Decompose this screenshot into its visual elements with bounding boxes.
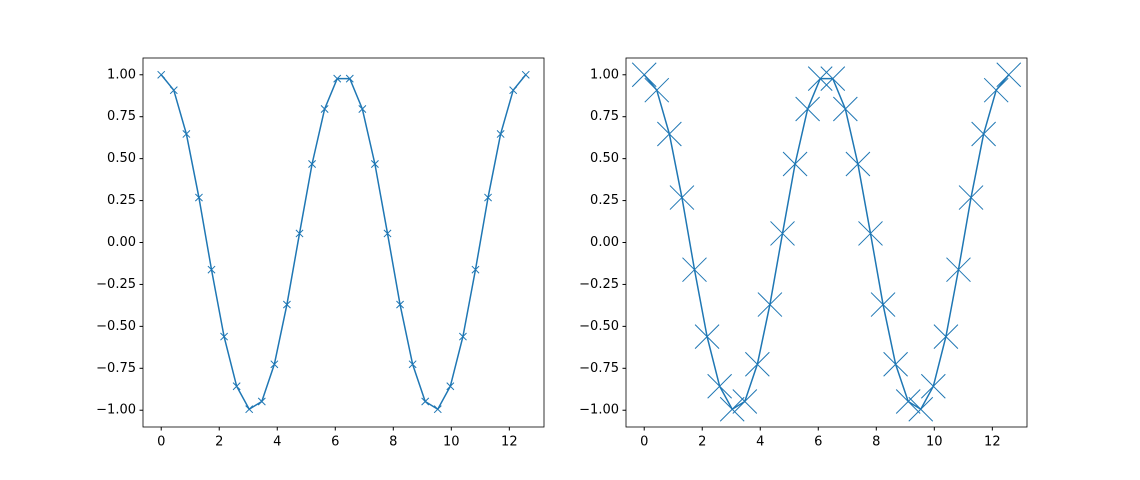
marker (446, 382, 455, 391)
marker (169, 86, 178, 95)
marker (484, 193, 492, 202)
marker (345, 74, 354, 83)
marker (282, 300, 291, 309)
marker (883, 351, 908, 377)
y-tick-label: −0.50 (579, 319, 619, 334)
marker (182, 130, 191, 138)
x-tick-label: 12 (501, 435, 518, 450)
marker (471, 265, 480, 274)
marker (946, 257, 971, 283)
marker (971, 121, 996, 147)
axes-frame (142, 57, 545, 428)
marker (207, 265, 216, 274)
marker (421, 397, 430, 406)
y-tick-label: −0.50 (96, 319, 136, 334)
marker (370, 160, 379, 168)
marker (895, 389, 921, 414)
marker (194, 193, 203, 202)
y-tick-label: −0.75 (579, 361, 619, 376)
y-tick-label: 0.00 (107, 235, 136, 250)
marker (845, 151, 871, 177)
marker (257, 397, 266, 406)
y-tick-label: 1.00 (590, 67, 619, 82)
marker (795, 96, 820, 122)
marker (408, 360, 417, 369)
marker (807, 66, 833, 91)
marker (245, 405, 254, 414)
line (160, 74, 527, 411)
x-tick-label: 10 (443, 435, 460, 450)
marker (657, 121, 682, 147)
x-tick-label: 12 (984, 435, 1001, 450)
y-tick-label: −1.00 (579, 403, 619, 418)
marker (832, 96, 858, 122)
x-tick-label: 10 (926, 435, 943, 450)
marker (996, 62, 1022, 88)
marker (320, 105, 329, 113)
axes-frame (625, 57, 1028, 428)
x-tick-label: 6 (814, 435, 822, 450)
marker (820, 66, 846, 91)
x-tick-label: 6 (331, 435, 339, 450)
marker (983, 77, 1009, 103)
marker (719, 396, 745, 422)
marker (745, 351, 770, 377)
marker (757, 292, 783, 317)
marker (732, 389, 758, 414)
y-tick-label: 0.25 (107, 193, 136, 208)
marker (509, 86, 518, 95)
x-tick-label: 0 (157, 435, 165, 450)
marker (682, 257, 707, 283)
marker (631, 62, 657, 88)
marker (870, 292, 896, 317)
x-tick-label: 2 (698, 435, 706, 450)
marker (644, 77, 670, 103)
marker (521, 70, 530, 79)
x-tick-label: 2 (215, 435, 223, 450)
marker (933, 324, 959, 349)
marker (220, 332, 229, 341)
marker (396, 300, 405, 309)
marker (669, 185, 695, 210)
x-tick-label: 8 (389, 435, 397, 450)
x-tick-label: 8 (872, 435, 880, 450)
marker (157, 70, 166, 79)
y-tick-label: −0.75 (96, 361, 136, 376)
marker (232, 382, 241, 391)
marker (858, 221, 883, 246)
marker (308, 160, 317, 168)
marker (782, 151, 808, 177)
marker (383, 229, 392, 238)
x-tick-label: 4 (756, 435, 764, 450)
marker (908, 396, 934, 422)
y-tick-label: −0.25 (96, 277, 136, 292)
y-tick-label: 0.00 (590, 235, 619, 250)
y-tick-label: 0.50 (590, 151, 619, 166)
y-tick-label: 0.75 (590, 109, 619, 124)
marker (694, 324, 720, 349)
y-tick-label: 1.00 (107, 67, 136, 82)
marker (358, 105, 367, 113)
marker (458, 332, 467, 341)
y-tick-label: 0.25 (590, 193, 619, 208)
x-tick-label: 0 (640, 435, 648, 450)
marker (270, 360, 279, 369)
y-tick-label: 0.75 (107, 109, 136, 124)
y-tick-label: −1.00 (96, 403, 136, 418)
marker (433, 405, 442, 414)
marker (496, 130, 505, 138)
line (643, 74, 1010, 411)
marker (333, 74, 342, 83)
marker (920, 373, 946, 399)
x-tick-label: 4 (273, 435, 281, 450)
marker (707, 373, 732, 399)
marker (958, 185, 984, 210)
marker (770, 221, 795, 246)
y-tick-label: 0.50 (107, 151, 136, 166)
y-tick-label: −0.25 (579, 277, 619, 292)
marker (295, 229, 304, 238)
